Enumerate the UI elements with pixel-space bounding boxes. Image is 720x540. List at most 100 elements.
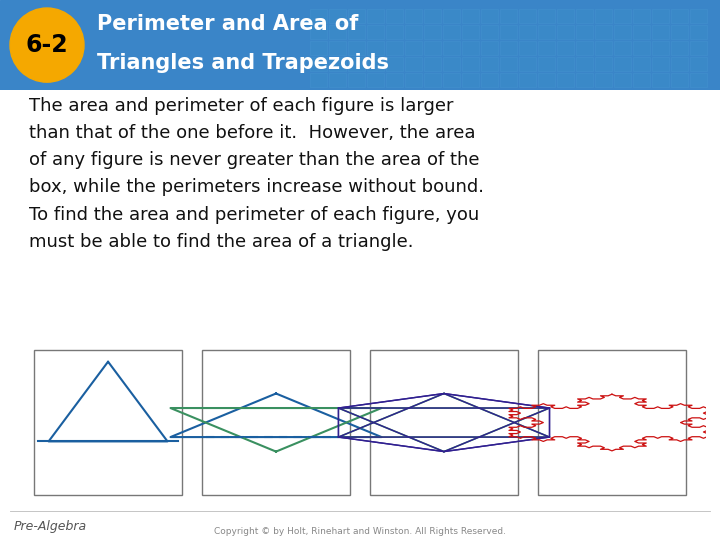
Bar — [500, 41, 517, 55]
Bar — [462, 73, 479, 87]
Bar — [443, 73, 460, 87]
Bar — [671, 25, 688, 39]
Bar — [557, 73, 574, 87]
Bar — [329, 9, 346, 23]
Bar — [652, 57, 669, 71]
Bar — [369, 350, 518, 495]
Bar — [424, 73, 441, 87]
Bar — [690, 41, 707, 55]
Bar — [576, 73, 593, 87]
Bar — [557, 25, 574, 39]
Bar — [538, 73, 555, 87]
Bar — [405, 41, 422, 55]
Bar — [690, 73, 707, 87]
Bar — [348, 57, 365, 71]
Bar — [202, 350, 351, 495]
Bar — [500, 57, 517, 71]
Bar — [500, 9, 517, 23]
Circle shape — [10, 8, 84, 82]
Bar — [614, 9, 631, 23]
Bar — [614, 57, 631, 71]
Bar — [386, 73, 403, 87]
Bar — [519, 41, 536, 55]
Bar — [690, 25, 707, 39]
Bar — [614, 73, 631, 87]
Bar — [652, 41, 669, 55]
Bar — [348, 73, 365, 87]
Bar — [519, 9, 536, 23]
Bar — [576, 9, 593, 23]
Bar — [595, 73, 612, 87]
Bar — [310, 41, 327, 55]
Bar — [424, 9, 441, 23]
Bar — [310, 73, 327, 87]
Bar — [633, 41, 650, 55]
Bar — [690, 57, 707, 71]
Bar — [690, 9, 707, 23]
Bar — [595, 9, 612, 23]
Bar — [367, 25, 384, 39]
Bar — [310, 57, 327, 71]
Bar — [557, 9, 574, 23]
Bar — [386, 57, 403, 71]
Bar — [576, 25, 593, 39]
Bar — [367, 57, 384, 71]
Bar — [424, 41, 441, 55]
Bar — [671, 41, 688, 55]
Bar — [443, 9, 460, 23]
Bar — [500, 25, 517, 39]
Bar — [538, 350, 686, 495]
Text: Copyright © by Holt, Rinehart and Winston. All Rights Reserved.: Copyright © by Holt, Rinehart and Winsto… — [214, 528, 506, 536]
Bar — [652, 25, 669, 39]
Bar — [633, 9, 650, 23]
Bar — [386, 25, 403, 39]
Bar — [367, 9, 384, 23]
Bar — [519, 57, 536, 71]
Bar — [386, 9, 403, 23]
Bar — [405, 57, 422, 71]
Bar — [424, 25, 441, 39]
Bar — [424, 57, 441, 71]
Bar — [329, 25, 346, 39]
Bar — [576, 41, 593, 55]
Bar — [310, 25, 327, 39]
Bar — [500, 73, 517, 87]
Bar — [595, 41, 612, 55]
Text: Perimeter and Area of: Perimeter and Area of — [97, 14, 359, 34]
Bar — [462, 9, 479, 23]
Bar — [652, 9, 669, 23]
Bar — [443, 41, 460, 55]
Bar — [348, 9, 365, 23]
Bar — [348, 25, 365, 39]
Bar — [538, 41, 555, 55]
Text: The area and perimeter of each figure is larger
than that of the one before it. : The area and perimeter of each figure is… — [29, 97, 484, 251]
Bar — [614, 25, 631, 39]
Bar — [34, 350, 182, 495]
Bar — [633, 25, 650, 39]
Bar — [367, 73, 384, 87]
Bar — [367, 41, 384, 55]
Bar — [538, 57, 555, 71]
Bar — [443, 57, 460, 71]
Bar — [614, 41, 631, 55]
Text: 6-2: 6-2 — [26, 33, 68, 57]
Bar — [481, 41, 498, 55]
Bar — [671, 57, 688, 71]
Bar — [329, 57, 346, 71]
Bar — [671, 73, 688, 87]
Bar — [633, 73, 650, 87]
Bar — [557, 57, 574, 71]
Bar — [538, 9, 555, 23]
Bar — [481, 9, 498, 23]
Bar — [481, 25, 498, 39]
Bar — [481, 73, 498, 87]
Bar — [462, 41, 479, 55]
Text: Triangles and Trapezoids: Triangles and Trapezoids — [97, 53, 389, 73]
Bar — [557, 41, 574, 55]
Bar — [462, 57, 479, 71]
Bar — [595, 25, 612, 39]
Bar — [348, 41, 365, 55]
Bar — [386, 41, 403, 55]
Bar — [633, 57, 650, 71]
Bar — [405, 73, 422, 87]
